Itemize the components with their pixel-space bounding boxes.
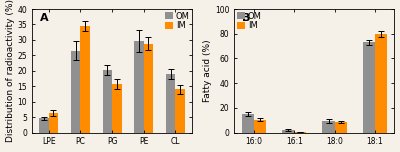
Bar	[144, 44, 153, 133]
Bar	[49, 113, 58, 133]
Bar	[363, 42, 375, 133]
Bar	[282, 130, 294, 133]
Text: B: B	[242, 13, 251, 23]
Bar	[375, 34, 387, 133]
Bar	[80, 26, 90, 133]
Bar	[334, 122, 347, 133]
Bar	[254, 120, 266, 133]
Bar	[134, 41, 144, 133]
Bar	[71, 51, 80, 133]
Bar	[242, 114, 254, 133]
Y-axis label: Distribution of radioactivity (%): Distribution of radioactivity (%)	[6, 0, 14, 142]
Bar	[39, 118, 49, 133]
Text: A: A	[40, 13, 48, 23]
Bar	[112, 84, 122, 133]
Legend: OM, IM: OM, IM	[236, 11, 262, 31]
Legend: OM, IM: OM, IM	[164, 11, 190, 31]
Bar	[322, 121, 334, 133]
Bar	[166, 74, 175, 133]
Bar	[175, 89, 185, 133]
Bar	[102, 70, 112, 133]
Y-axis label: Fatty acid (%): Fatty acid (%)	[203, 40, 212, 102]
Bar	[294, 132, 306, 133]
